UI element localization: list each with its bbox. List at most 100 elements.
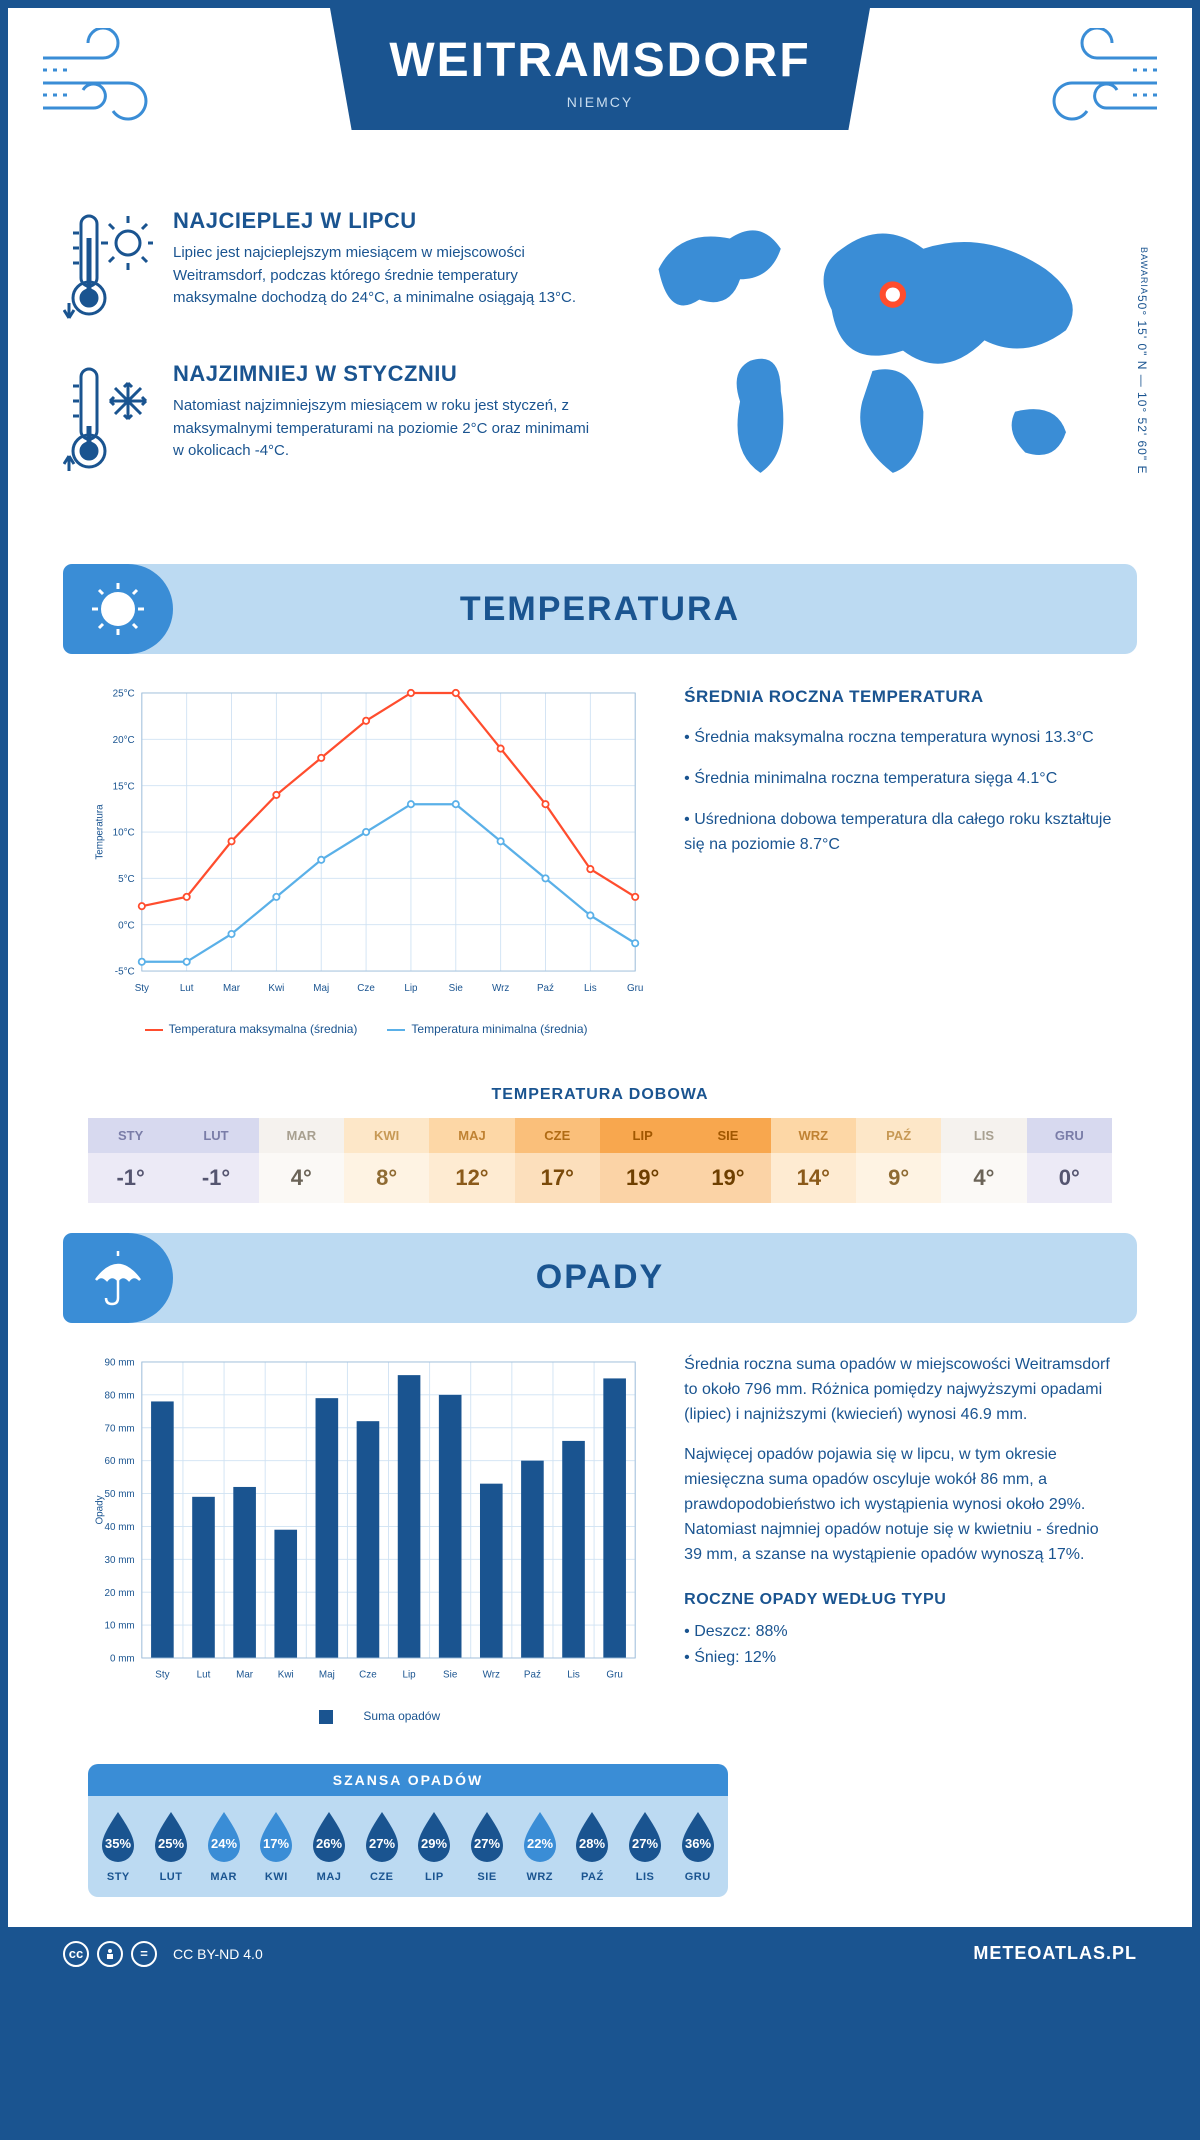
svg-text:Kwi: Kwi (278, 1670, 294, 1681)
coords-text: 50° 15' 0" N — 10° 52' 60" E (1135, 295, 1149, 474)
world-map-icon (628, 208, 1137, 493)
svg-text:Sie: Sie (443, 1670, 458, 1681)
svg-text:5°C: 5°C (118, 874, 135, 885)
svg-text:20°C: 20°C (113, 735, 135, 746)
svg-text:17%: 17% (263, 1836, 289, 1851)
daily-cell: LUT -1° (173, 1118, 258, 1203)
svg-text:0°C: 0°C (118, 920, 135, 931)
daily-cell: WRZ 14° (771, 1118, 856, 1203)
chance-drop: 17% KWI (250, 1810, 303, 1883)
temp-summary-title: ŚREDNIA ROCZNA TEMPERATURA (684, 684, 1112, 710)
temp-summary-p2: • Średnia minimalna roczna temperatura s… (684, 767, 1112, 792)
temp-summary-p1: • Średnia maksymalna roczna temperatura … (684, 726, 1112, 751)
wind-icon (1032, 28, 1162, 138)
svg-text:90 mm: 90 mm (105, 1357, 135, 1368)
chance-drop: 35% STY (92, 1810, 145, 1883)
umbrella-icon (63, 1233, 173, 1323)
svg-text:Mar: Mar (223, 983, 241, 994)
nd-icon: = (131, 1941, 157, 1967)
coldest-block: NAJZIMNIEJ W STYCZNIU Natomiast najzimni… (63, 361, 598, 486)
temperature-legend: Temperatura maksymalna (średnia) Tempera… (88, 1022, 644, 1036)
precip-title: OPADY (536, 1258, 664, 1297)
daily-cell: GRU 0° (1027, 1118, 1112, 1203)
svg-text:40 mm: 40 mm (105, 1522, 135, 1533)
warmest-block: NAJCIEPLEJ W LIPCU Lipiec jest najcieple… (63, 208, 598, 333)
svg-text:35%: 35% (105, 1836, 131, 1851)
temp-summary-p3: • Uśredniona dobowa temperatura dla całe… (684, 808, 1112, 858)
svg-text:22%: 22% (527, 1836, 553, 1851)
temperature-chart: -5°C0°C5°C10°C15°C20°C25°CStyLutMarKwiMa… (88, 684, 644, 1036)
daily-cell: CZE 17° (515, 1118, 600, 1203)
svg-text:Mar: Mar (236, 1670, 254, 1681)
svg-text:Opady: Opady (94, 1495, 105, 1524)
footer: cc = CC BY-ND 4.0 METEOATLAS.PL (8, 1927, 1192, 1981)
chance-drop: 22% WRZ (513, 1810, 566, 1883)
svg-text:20 mm: 20 mm (105, 1588, 135, 1599)
svg-text:Paź: Paź (537, 983, 554, 994)
svg-text:27%: 27% (474, 1836, 500, 1851)
chance-drop: 26% MAJ (303, 1810, 356, 1883)
svg-text:Lip: Lip (402, 1670, 416, 1681)
coordinates: BAWARIA 50° 15' 0" N — 10° 52' 60" E (1135, 208, 1149, 514)
temperature-title: TEMPERATURA (460, 590, 740, 629)
country-name: NIEMCY (330, 94, 870, 110)
license-text: CC BY-ND 4.0 (173, 1946, 263, 1962)
thermometer-snow-icon (63, 361, 153, 486)
sun-icon (63, 564, 173, 654)
svg-text:Temperatura: Temperatura (94, 804, 105, 860)
svg-text:10 mm: 10 mm (105, 1621, 135, 1632)
svg-text:26%: 26% (316, 1836, 342, 1851)
warmest-text: Lipiec jest najcieplejszym miesiącem w m… (173, 242, 598, 310)
chance-drop: 29% LIP (408, 1810, 461, 1883)
svg-text:0 mm: 0 mm (110, 1654, 135, 1665)
precip-summary: Średnia roczna suma opadów w miejscowośc… (684, 1353, 1112, 1724)
coldest-title: NAJZIMNIEJ W STYCZNIU (173, 361, 598, 387)
chance-title: SZANSA OPADÓW (88, 1764, 728, 1796)
svg-text:Lis: Lis (567, 1670, 580, 1681)
svg-text:Maj: Maj (313, 983, 329, 994)
svg-text:10°C: 10°C (113, 828, 135, 839)
legend-sum: Suma opadów (292, 1709, 440, 1724)
daily-cell: MAR 4° (259, 1118, 344, 1203)
precip-banner: OPADY (63, 1233, 1137, 1323)
coldest-text: Natomiast najzimniejszym miesiącem w rok… (173, 395, 598, 463)
chance-row: 35% STY 25% LUT 24% MAR 17% KWI 26% MAJ … (88, 1796, 728, 1897)
svg-text:60 mm: 60 mm (105, 1456, 135, 1467)
daily-title: TEMPERATURA DOBOWA (8, 1086, 1192, 1104)
chance-drop: 25% LUT (145, 1810, 198, 1883)
svg-text:27%: 27% (369, 1836, 395, 1851)
chance-drop: 24% MAR (197, 1810, 250, 1883)
svg-text:15°C: 15°C (113, 781, 135, 792)
types-snow: • Śnieg: 12% (684, 1645, 1112, 1671)
license-block: cc = CC BY-ND 4.0 (63, 1941, 263, 1967)
svg-text:Lis: Lis (584, 983, 597, 994)
types-title: ROCZNE OPADY WEDŁUG TYPU (684, 1587, 1112, 1613)
daily-cell: LIP 19° (600, 1118, 685, 1203)
svg-text:Gru: Gru (606, 1670, 622, 1681)
map-block: BAWARIA 50° 15' 0" N — 10° 52' 60" E (628, 208, 1137, 514)
svg-text:70 mm: 70 mm (105, 1423, 135, 1434)
precip-chart: 0 mm10 mm20 mm30 mm40 mm50 mm60 mm70 mm8… (88, 1353, 644, 1724)
svg-text:30 mm: 30 mm (105, 1555, 135, 1566)
chance-drop: 36% GRU (671, 1810, 724, 1883)
svg-text:Sty: Sty (155, 1670, 169, 1681)
svg-text:Cze: Cze (359, 1670, 377, 1681)
chance-drop: 27% SIE (461, 1810, 514, 1883)
legend-max: Temperatura maksymalna (średnia) (145, 1022, 358, 1036)
svg-text:28%: 28% (579, 1836, 605, 1851)
svg-text:25°C: 25°C (113, 689, 135, 700)
region: BAWARIA (1135, 247, 1149, 295)
chance-drop: 28% PAŹ (566, 1810, 619, 1883)
by-icon (97, 1941, 123, 1967)
svg-text:Lip: Lip (404, 983, 418, 994)
daily-cell: PAŹ 9° (856, 1118, 941, 1203)
page: WEITRAMSDORF NIEMCY (0, 0, 1200, 1989)
cc-icon: cc (63, 1941, 89, 1967)
svg-text:Maj: Maj (319, 1670, 335, 1681)
precip-legend: Suma opadów (88, 1709, 644, 1724)
daily-table: STY -1°LUT -1°MAR 4°KWI 8°MAJ 12°CZE 17°… (88, 1118, 1112, 1203)
chance-drop: 27% CZE (355, 1810, 408, 1883)
chance-drop: 27% LIS (619, 1810, 672, 1883)
svg-text:36%: 36% (685, 1836, 711, 1851)
daily-cell: STY -1° (88, 1118, 173, 1203)
